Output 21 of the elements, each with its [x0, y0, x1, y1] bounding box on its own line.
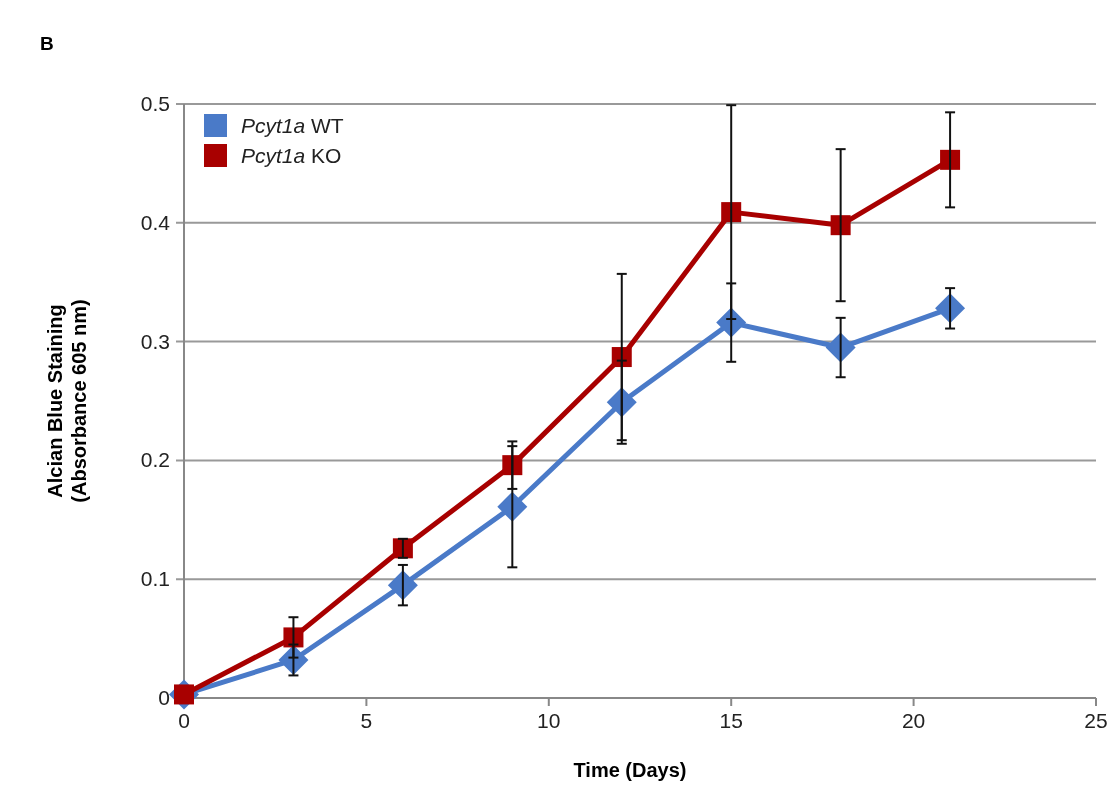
legend-label: Pcyt1a KO: [241, 144, 342, 167]
x-tick-label: 5: [360, 709, 373, 732]
y-tick-label: 0.4: [140, 210, 171, 234]
point: [502, 455, 523, 476]
x-axis-title: Time (Days): [573, 759, 687, 781]
x-tick-label: 20: [901, 709, 926, 732]
text: B: [40, 33, 54, 54]
y-tick-label: 0.5: [140, 92, 170, 115]
y-tick-label: 0.2: [140, 448, 170, 472]
y-tick-label: 0.1: [140, 567, 170, 591]
point: [721, 202, 742, 223]
point: [940, 149, 961, 170]
point: [830, 215, 851, 236]
x-tick-label: 25: [1084, 709, 1108, 732]
y-tick-label: 0: [158, 686, 170, 709]
legend-label: Pcyt1a WT: [241, 114, 344, 137]
x-tick-label: 10: [537, 709, 561, 732]
y-tick-label: 0.3: [140, 329, 170, 353]
x-tick-label: 15: [719, 709, 743, 732]
x-tick-label: 0: [178, 709, 190, 732]
y-axis-title: Alcian Blue Staining (Absorbance 605 nm): [44, 299, 90, 503]
